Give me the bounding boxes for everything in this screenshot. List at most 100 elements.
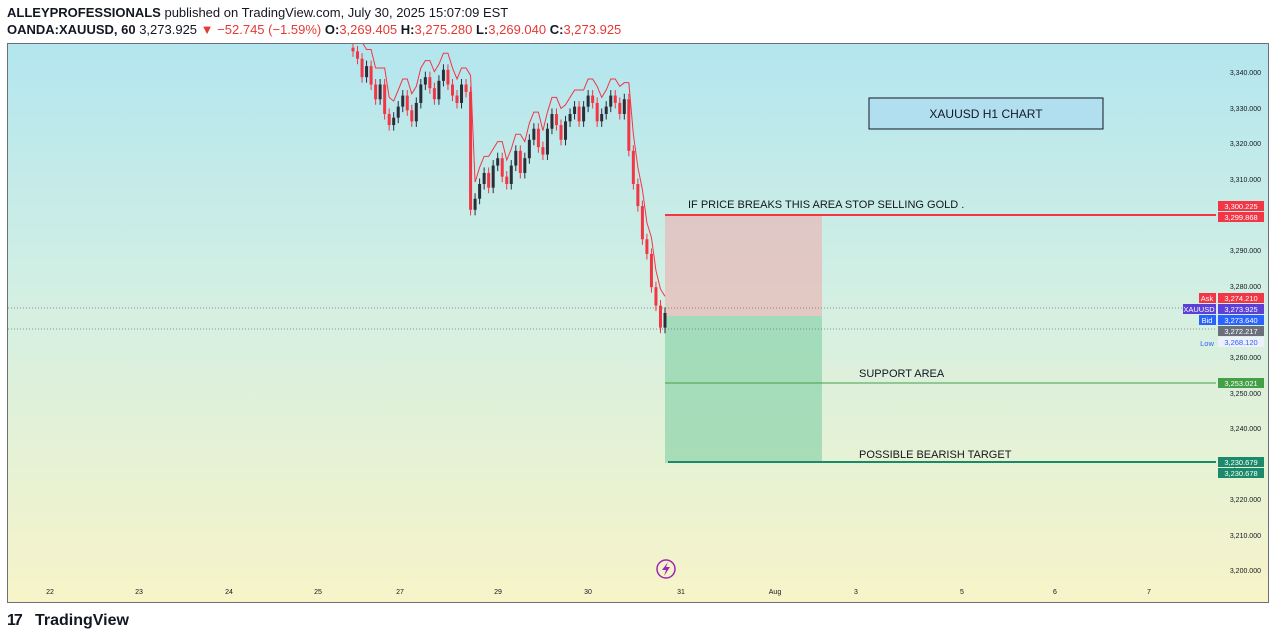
y-tick: 3,340.000 [1230, 70, 1261, 77]
candle[interactable] [365, 66, 369, 78]
candle[interactable] [469, 91, 473, 210]
chart-pane[interactable]: XAUUSD H1 CHART IF PRICE BREAKS THIS ARE… [7, 43, 1269, 603]
candle[interactable] [405, 95, 409, 111]
candle[interactable] [487, 172, 491, 188]
candle[interactable] [378, 84, 382, 100]
candle[interactable] [432, 88, 436, 100]
stop-loss-zone[interactable] [665, 215, 822, 316]
candle[interactable] [401, 95, 405, 107]
support-tag-text: 3,253.021 [1224, 379, 1257, 388]
candle[interactable] [618, 102, 622, 114]
candle[interactable] [622, 99, 626, 114]
candle[interactable] [460, 84, 464, 103]
candle[interactable] [636, 184, 640, 207]
candle[interactable] [437, 80, 441, 100]
candle[interactable] [613, 95, 617, 103]
candle[interactable] [396, 106, 400, 118]
candle[interactable] [604, 106, 608, 114]
candle[interactable] [392, 117, 396, 126]
candle[interactable] [383, 84, 387, 114]
target-annotation[interactable]: POSSIBLE BEARISH TARGET [859, 449, 1012, 461]
candle[interactable] [423, 77, 427, 85]
candle[interactable] [419, 84, 423, 103]
mid-tag-text: 3,272.217 [1224, 327, 1257, 336]
candle[interactable] [428, 77, 432, 89]
target-tag-b [1218, 468, 1264, 478]
candle[interactable] [654, 287, 658, 306]
low-label: L: [475, 22, 489, 37]
author-name[interactable]: ALLEYPROFESSIONALS [7, 5, 161, 20]
candle[interactable] [356, 51, 360, 59]
candle[interactable] [500, 158, 504, 177]
candle[interactable] [586, 95, 590, 107]
support-annotation[interactable]: SUPPORT AREA [859, 368, 945, 380]
profit-zone[interactable] [665, 316, 822, 463]
candle[interactable] [649, 254, 653, 288]
stop-annotation[interactable]: IF PRICE BREAKS THIS AREA STOP SELLING G… [688, 199, 964, 211]
candle[interactable] [600, 114, 604, 122]
candle[interactable] [582, 106, 586, 122]
close-value: 3,273.925 [563, 22, 622, 37]
candle[interactable] [450, 84, 454, 96]
symbol-tag-label: XAUUSD [1183, 305, 1215, 314]
low-tag-text: 3,268.120 [1224, 338, 1257, 347]
candle[interactable] [658, 305, 662, 328]
price-change: −52.745 (−1.59%) [217, 22, 322, 37]
candle[interactable] [564, 121, 568, 140]
candle[interactable] [663, 312, 667, 328]
candle[interactable] [387, 114, 391, 126]
candle[interactable] [559, 125, 563, 140]
candle[interactable] [446, 69, 450, 85]
candle[interactable] [360, 58, 364, 78]
ohlc-legend: OANDA:XAUUSD, 60 3,273.925 ▼ −52.745 (−1… [7, 22, 621, 37]
candle[interactable] [645, 239, 649, 254]
candle[interactable] [577, 106, 581, 122]
lightning-icon[interactable] [656, 559, 676, 579]
chart-canvas[interactable]: XAUUSD H1 CHART IF PRICE BREAKS THIS ARE… [8, 44, 1269, 603]
candle[interactable] [369, 66, 373, 85]
candle[interactable] [441, 69, 445, 81]
candle[interactable] [609, 95, 613, 107]
ask-tag [1218, 293, 1264, 303]
candle[interactable] [496, 158, 500, 166]
y-tick: 3,330.000 [1230, 106, 1261, 113]
candle[interactable] [532, 128, 536, 140]
low-label: Low [1200, 339, 1214, 348]
candle[interactable] [414, 102, 418, 122]
publish-info: ALLEYPROFESSIONALS published on TradingV… [7, 5, 508, 20]
candle[interactable] [631, 150, 635, 184]
candle[interactable] [518, 150, 522, 173]
candle[interactable] [491, 165, 495, 188]
title-box[interactable] [868, 97, 1104, 130]
candle[interactable] [473, 198, 477, 210]
candle[interactable] [550, 114, 554, 129]
candles-group[interactable] [351, 44, 667, 334]
x-tick: 5 [960, 589, 964, 596]
candle[interactable] [455, 95, 459, 103]
candle[interactable] [464, 84, 468, 92]
candle[interactable] [627, 99, 631, 151]
candle[interactable] [595, 102, 599, 122]
candle[interactable] [374, 84, 378, 100]
candle[interactable] [410, 110, 414, 122]
candle[interactable] [482, 172, 486, 184]
candle[interactable] [351, 47, 355, 52]
candle[interactable] [541, 147, 545, 155]
candle[interactable] [523, 158, 527, 173]
candle[interactable] [554, 114, 558, 126]
candle[interactable] [478, 184, 482, 199]
tradingview-brand[interactable]: 17 TradingView [7, 612, 129, 630]
candle[interactable] [545, 128, 549, 155]
candle[interactable] [509, 165, 513, 184]
candle[interactable] [640, 206, 644, 240]
candle[interactable] [536, 128, 540, 148]
y-tick: 3,310.000 [1230, 177, 1261, 184]
candle[interactable] [591, 95, 595, 103]
x-tick: Aug [769, 589, 782, 596]
candle[interactable] [505, 176, 509, 184]
candle[interactable] [514, 150, 518, 166]
candle[interactable] [568, 114, 572, 122]
candle[interactable] [573, 106, 577, 114]
candle[interactable] [527, 139, 531, 159]
y-tick: 3,200.000 [1230, 568, 1261, 575]
